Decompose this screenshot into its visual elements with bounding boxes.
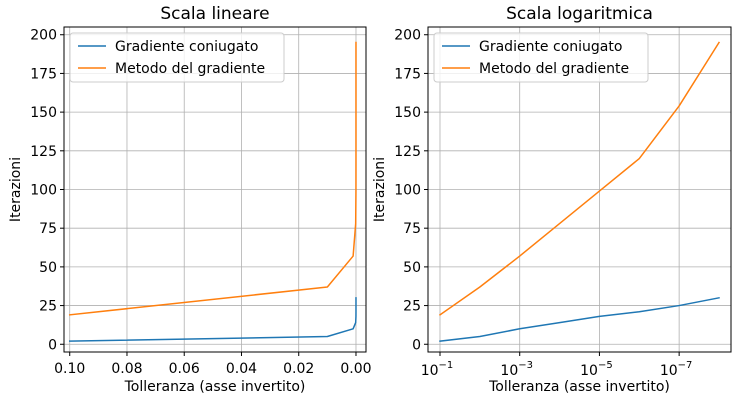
chart0-y-tick-label: 0 <box>48 337 57 353</box>
chart1-legend-label: Metodo del gradiente <box>479 61 629 77</box>
chart1-y-tick-label: 125 <box>394 144 421 160</box>
chart1-y-tick-label: 0 <box>412 337 421 353</box>
chart1-y-tick-label: 150 <box>394 105 421 121</box>
chart1-x-tick-label: 10−7 <box>660 360 693 379</box>
chart1-series-line-1 <box>439 296 720 343</box>
chart0-x-tick-label: 0.08 <box>111 361 142 377</box>
chart0-y-tick-label: 125 <box>30 144 57 160</box>
chart1-legend <box>433 32 649 83</box>
chart1-series-line-2 <box>438 41 721 316</box>
panel-log-scale: 10−1 10−3 10−5 10−7 0 25 50 75 100 125 150 175 200 Sc… <box>372 4 732 395</box>
chart0-y-tick-label: 50 <box>39 260 57 276</box>
chart1-legend-label: Gradiente coniugato <box>479 39 622 55</box>
chart1-y-tick-label: 100 <box>394 183 421 199</box>
chart0-y-tick-label: 175 <box>30 66 57 82</box>
chart1-y-tick-label: 200 <box>394 28 421 44</box>
chart1-x-tick-label: 10−5 <box>580 360 613 379</box>
chart0-y-tick-label: 150 <box>30 105 57 121</box>
chart0-y-axis-label: Iterazioni <box>8 157 24 222</box>
chart1-title: Scala logaritmica <box>506 4 653 24</box>
chart1-y-tick-label: 75 <box>403 221 421 237</box>
chart0-legend-label: Metodo del gradiente <box>115 61 265 77</box>
chart0-legend <box>69 32 285 83</box>
chart1-x-tick-label: 10−1 <box>421 360 454 379</box>
chart0-x-tick-label: 0.00 <box>340 361 371 377</box>
chart0-y-tick-label: 25 <box>39 299 57 315</box>
chart0-x-tick-label: 0.06 <box>169 361 200 377</box>
chart1-y-tick-label: 175 <box>394 66 421 82</box>
chart0-series-line-2 <box>68 41 357 316</box>
chart0-x-tick-label: 0.10 <box>54 361 85 377</box>
chart0-legend-label: Gradiente coniugato <box>115 39 258 55</box>
chart0-title: Scala lineare <box>160 4 269 24</box>
chart1-y-tick-label: 25 <box>403 299 421 315</box>
chart0-x-tick-label: 0.04 <box>226 361 257 377</box>
chart0-x-tick-label: 0.02 <box>283 361 314 377</box>
chart0-series-line-1 <box>68 297 357 342</box>
chart0-y-tick-label: 200 <box>30 28 57 44</box>
panel-linear-scale: 0.10 0.08 0.06 0.04 0.02 0.00 0 25 50 75 100 125 150… <box>8 4 372 395</box>
chart1-y-tick-label: 50 <box>403 260 421 276</box>
chart1-x-tick-label: 10−3 <box>500 360 533 379</box>
chart0-y-tick-label: 100 <box>30 183 57 199</box>
chart1-x-axis-label: Tolleranza (asse invertito) <box>488 379 670 395</box>
chart0-y-tick-label: 75 <box>39 221 57 237</box>
chart0-x-axis-label: Tolleranza (asse invertito) <box>124 379 306 395</box>
chart1-y-axis-label: Iterazioni <box>372 157 388 222</box>
